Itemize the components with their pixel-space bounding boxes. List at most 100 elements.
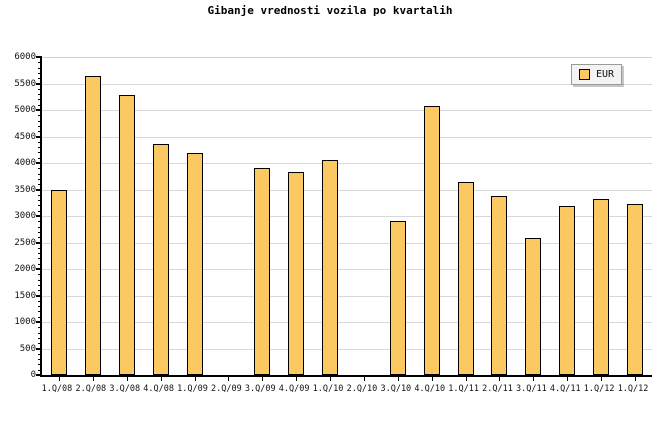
x-axis-tick-label: 4.Q/09 [278,384,310,394]
x-axis-tick [364,376,365,381]
x-axis-tick-label: 1.Q/10 [312,384,344,394]
y-axis-major-tick [36,215,42,217]
bar[interactable] [85,75,101,375]
gridline [42,136,652,138]
gridline [42,348,652,350]
x-axis-tick-label: 4.Q/10 [414,384,446,394]
bar[interactable] [119,95,135,375]
y-axis-tick-label: 1000 [14,317,36,327]
y-axis-minor-tick [38,231,42,233]
bar[interactable] [390,220,406,375]
bar[interactable] [288,172,304,375]
y-axis-minor-tick [38,194,42,196]
y-axis-minor-tick [38,290,42,292]
x-axis-tick [635,376,636,381]
y-axis-minor-tick [38,343,42,345]
gridline [42,269,652,270]
bar[interactable] [559,206,575,375]
chart-title: Gibanje vrednosti vozila po kvartalih [207,4,453,17]
y-axis-minor-tick [38,311,42,313]
y-axis-tick-label: 6000 [14,52,36,62]
y-axis-minor-tick [38,221,42,223]
y-axis-major-tick [36,135,42,138]
y-axis-minor-tick [38,157,42,159]
gridline [42,110,652,111]
y-axis-minor-tick [38,67,42,69]
y-axis-minor-tick [38,332,42,334]
y-axis-minor-tick [38,99,42,101]
y-axis-minor-tick [38,274,42,276]
bar[interactable] [593,199,609,375]
y-axis-minor-tick [38,115,42,117]
y-axis-minor-tick [38,120,42,122]
y-axis: 0 500 1000 1500 2000 2500 3000 3500 4000 4500 5000… [0,53,36,380]
x-axis-tick [228,376,229,381]
x-axis-tick [432,376,433,381]
gridline [42,57,652,58]
bar[interactable] [525,237,541,375]
x-axis-tick [93,376,94,381]
gridline [42,322,652,323]
y-axis-minor-tick [38,104,42,106]
y-axis-minor-tick [38,168,42,170]
y-axis-minor-tick [38,237,42,239]
y-axis-tick-label: 2000 [14,264,36,274]
x-axis-tick-label: 3.Q/09 [244,384,276,394]
bar[interactable] [153,143,169,375]
bar[interactable] [322,160,338,375]
y-axis-major-tick [36,241,42,244]
y-axis-minor-tick [38,88,42,90]
y-axis-minor-tick [38,279,42,281]
y-axis-major-tick [36,188,42,191]
x-axis-tick-label: 2.Q/08 [75,384,107,394]
y-axis-tick-label: 2500 [14,237,36,248]
y-axis-minor-tick [38,369,42,371]
x-axis-tick [195,376,196,381]
x-axis-tick-label: 1.Q/08 [41,384,73,394]
y-axis-minor-tick [38,306,42,308]
y-axis-minor-tick [38,263,42,265]
bar[interactable] [491,195,507,375]
y-axis-tick-label: 4000 [14,158,36,168]
y-axis-minor-tick [38,184,42,186]
x-axis-tick-label: 1.Q/12 [617,384,649,394]
y-axis-major-tick [36,82,42,85]
y-axis-major-tick [36,294,42,297]
chart-legend[interactable]: EUR [571,64,623,85]
bar[interactable] [424,105,440,375]
y-axis-minor-tick [38,78,42,80]
y-axis-minor-tick [38,205,42,207]
x-axis-tick [330,376,331,381]
x-axis-tick-label: 2.Q/10 [346,384,378,394]
x-axis-tick-label: 3.Q/11 [516,384,547,394]
bar[interactable] [254,167,270,375]
y-axis-minor-tick [38,152,42,154]
x-axis-tick-label: 3.Q/10 [380,384,412,394]
bar[interactable] [187,153,203,375]
x-axis-tick [601,376,602,381]
y-axis-minor-tick [38,72,42,74]
x-axis-tick-label: 1.Q/09 [177,384,208,394]
x-axis-tick [499,376,500,381]
bar[interactable] [51,189,67,375]
bar[interactable] [627,203,643,375]
x-axis-tick-label: 2.Q/09 [211,384,242,394]
y-axis-minor-tick [38,226,42,228]
y-axis-minor-tick [38,173,42,175]
y-axis-minor-tick [38,200,42,202]
gridline [42,216,652,217]
x-axis-tick [466,376,467,381]
y-axis-minor-tick [38,125,42,127]
y-axis-tick-label: 500 [19,343,36,354]
bar[interactable] [458,181,474,375]
y-axis-minor-tick [38,94,42,96]
x-axis-tick [161,376,162,381]
x-axis-tick-label: 4.Q/11 [549,384,581,394]
y-axis-minor-tick [38,247,42,249]
y-axis-major-tick [36,347,42,350]
x-axis-tick [296,376,297,381]
y-axis-tick-label: 0 [30,370,36,380]
y-axis-tick-label: 5500 [14,78,36,89]
gridline [42,163,652,164]
y-axis-minor-tick [38,258,42,260]
